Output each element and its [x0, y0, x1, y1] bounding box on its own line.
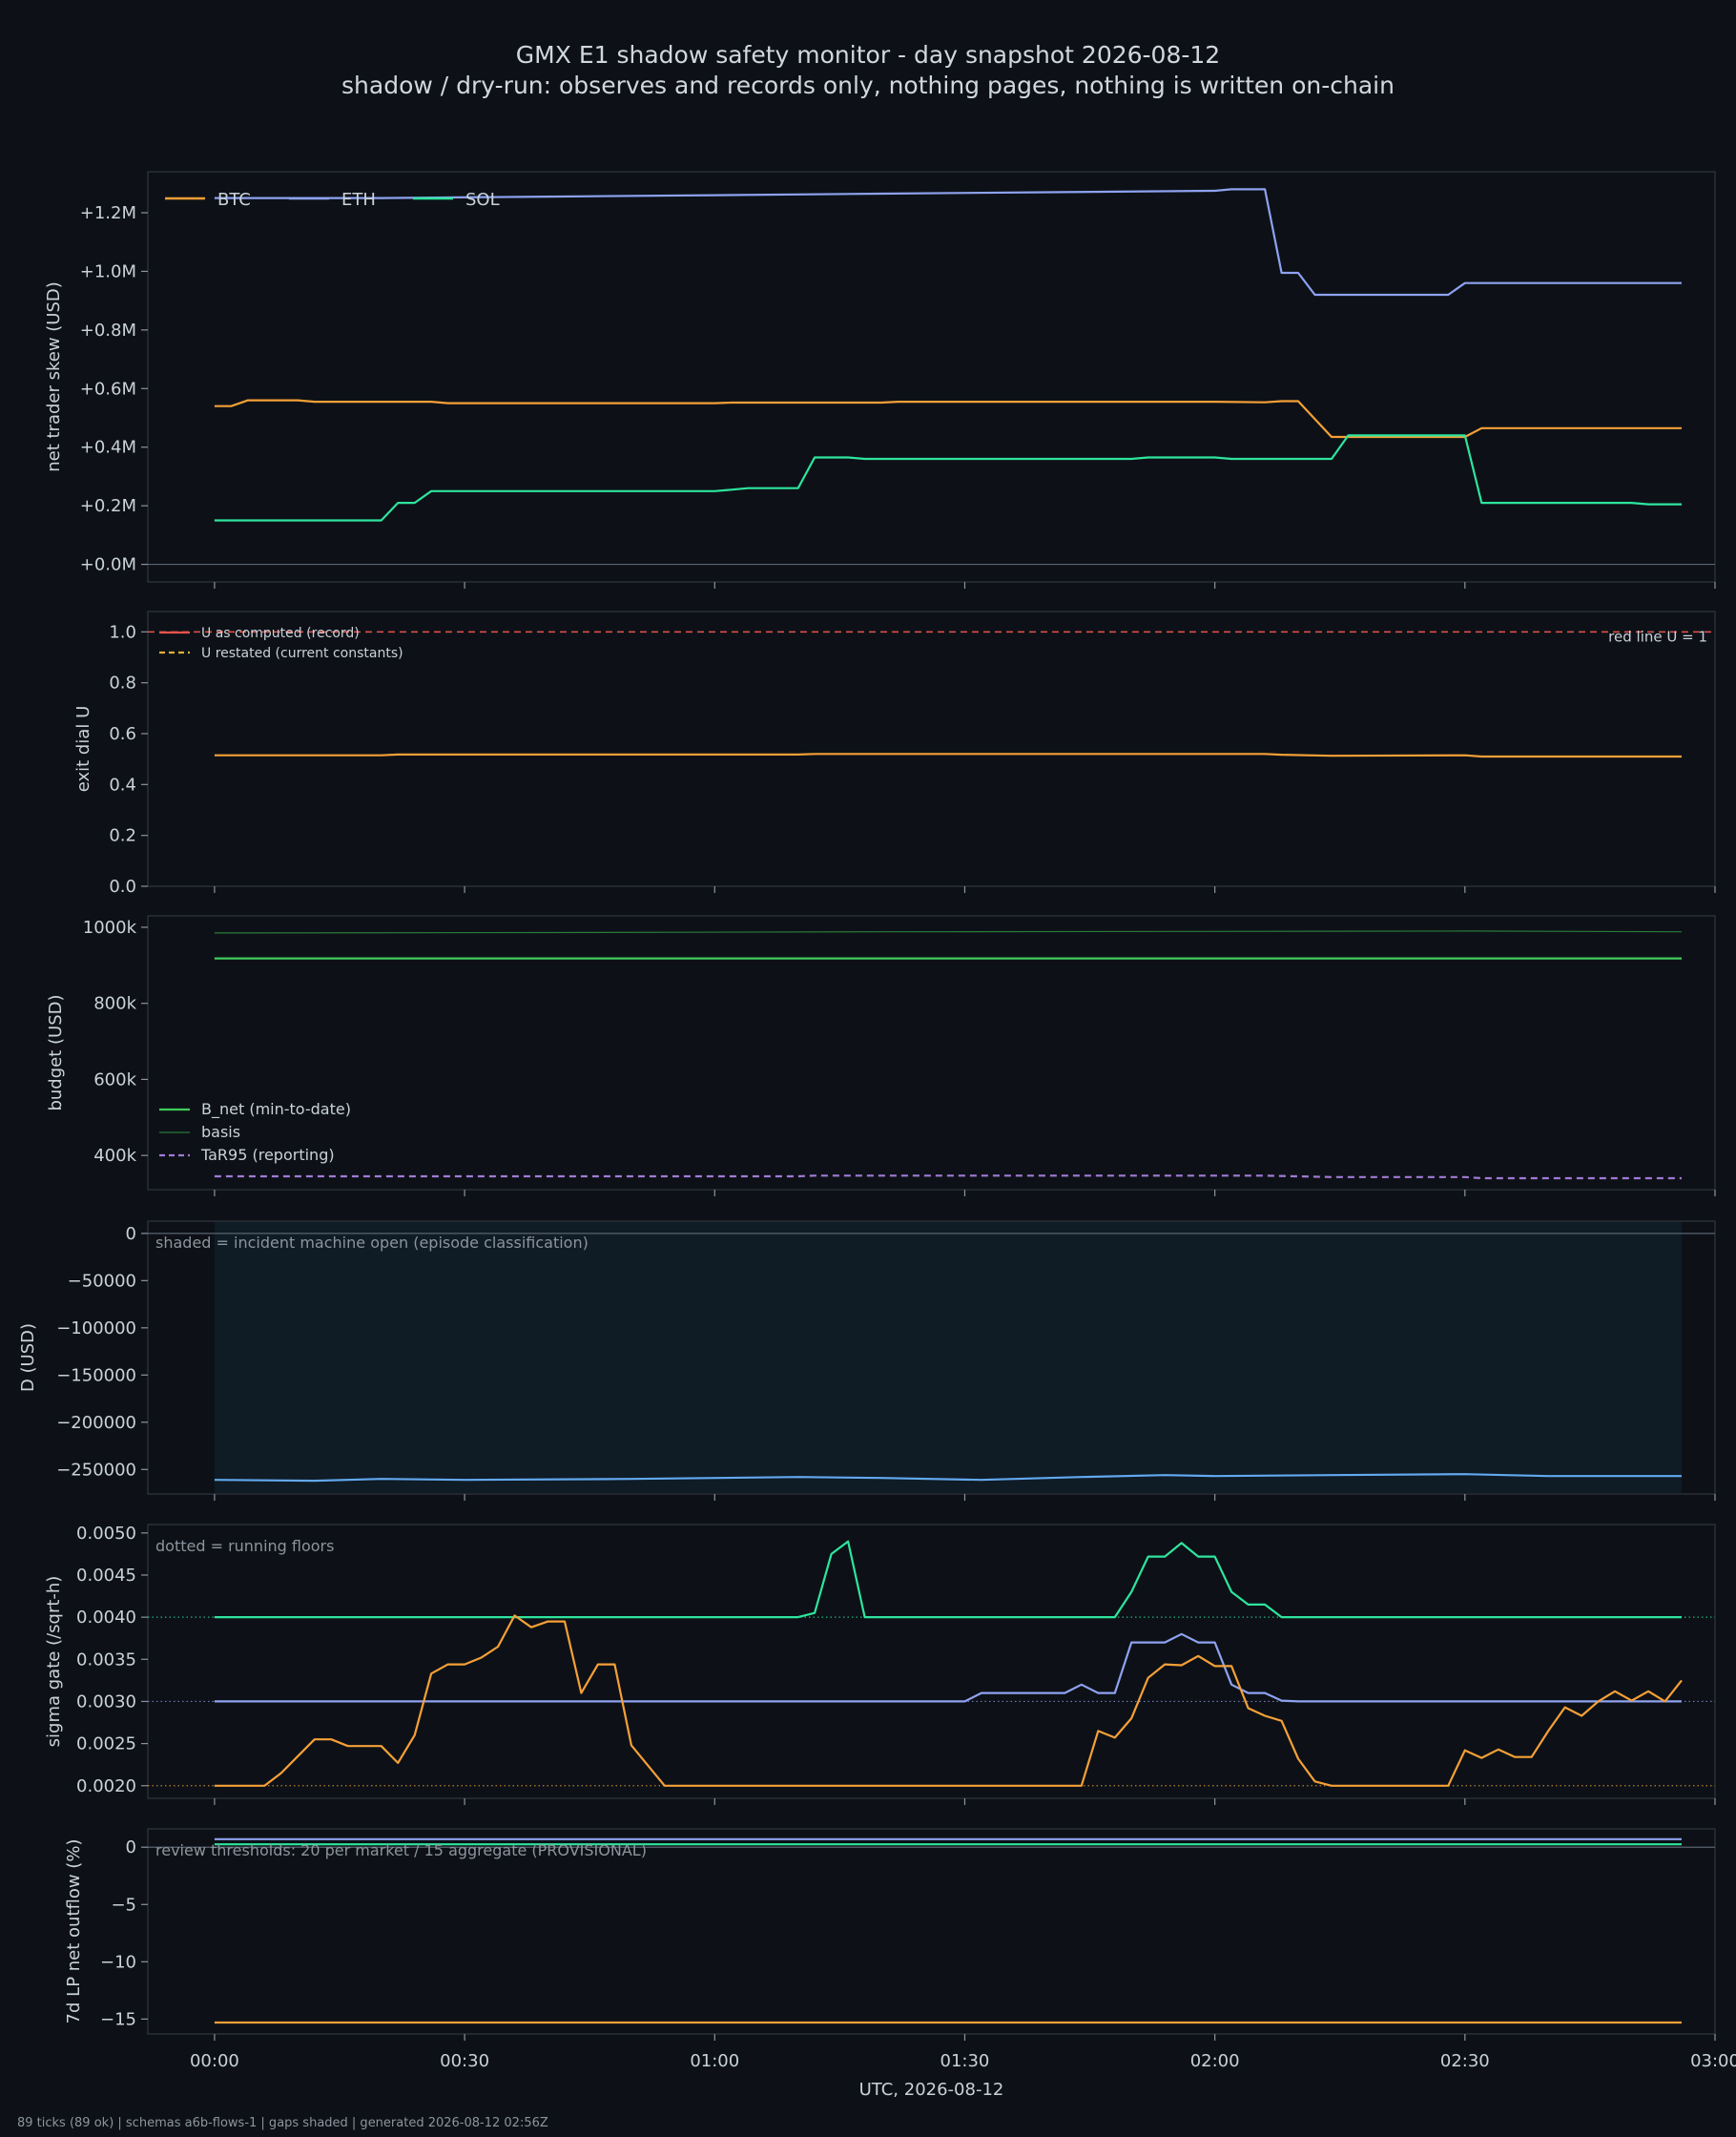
y-axis-label: exit dial U: [73, 706, 93, 793]
y-tick-label: 800k: [93, 994, 136, 1014]
series-sol: [214, 434, 1682, 522]
legend-label: ETH: [341, 190, 376, 210]
y-tick-label: −200000: [56, 1413, 136, 1433]
panel-budget: 400k 600k 800k 1000k budget (USD) B_net (min-…: [46, 915, 1716, 1196]
y-tick-label: +0.0M: [80, 555, 136, 575]
series-sol: [214, 1540, 1682, 1619]
red-line-label: red line U = 1: [1608, 628, 1707, 645]
panel-note: review thresholds: 20 per market / 15 ag…: [155, 1841, 647, 1859]
y-tick-label: −15: [100, 2009, 136, 2029]
y-tick-label: 600k: [93, 1069, 136, 1089]
series-basis: [214, 930, 1683, 934]
series-d: [214, 1473, 1682, 1483]
panel-deficit: 0 −50000 −100000 −150000 −200000 −250000 D (US…: [18, 1220, 1716, 1501]
panel-frame: [147, 1828, 1716, 2035]
y-tick-label: +0.6M: [80, 379, 136, 399]
y-tick-label: 0.2: [109, 826, 136, 846]
panel-note: dotted = running floors: [155, 1537, 334, 1555]
y-tick-label: −5: [111, 1895, 136, 1915]
chart-panels: +0.0M +0.2M +0.4M +0.6M +0.8M +1.0M +1.2M net t…: [18, 171, 1716, 2041]
y-axis-label: 7d LP net outflow (%): [64, 1839, 84, 2024]
legend: U as computed (record) U restated (curren…: [159, 626, 403, 661]
y-tick-label: −100000: [56, 1318, 136, 1338]
y-axis-label: budget (USD): [46, 994, 66, 1110]
y-tick-label: +0.4M: [80, 438, 136, 458]
y-axis-label: net trader skew (USD): [44, 281, 64, 472]
panel-sigma: 0.0020 0.0025 0.0030 0.0035 0.0040 0.0045 0.00…: [44, 1524, 1716, 1805]
legend-label: BTC: [217, 190, 251, 210]
y-tick-label: 0.0030: [76, 1691, 136, 1712]
legend-label: TaR95 (reporting): [200, 1146, 335, 1164]
x-tick-label: 01:00: [690, 2051, 739, 2071]
legend-label: U restated (current constants): [201, 646, 403, 661]
y-tick-label: +1.0M: [80, 261, 136, 281]
incident-shade: [214, 1222, 1683, 1493]
y-tick-label: 0: [126, 1837, 136, 1857]
y-tick-label: −250000: [56, 1460, 136, 1480]
y-tick-label: +1.2M: [80, 203, 136, 223]
legend-label: U as computed (record): [201, 626, 360, 641]
y-tick-label: 0.8: [109, 674, 136, 694]
panel-note: shaded = incident machine open (episode …: [155, 1234, 589, 1252]
series-eth: [214, 1632, 1682, 1703]
panel-exit-dial: 0.0 0.2 0.4 0.6 0.8 1.0 exit dial U red line U …: [73, 611, 1716, 897]
y-tick-label: 1000k: [83, 918, 137, 938]
y-tick-label: −50000: [68, 1271, 136, 1291]
panel-lp-outflow: 0 −5 −10 −15 7d LP net outflow (%) review thr…: [64, 1828, 1716, 2041]
y-axis-label: sigma gate (/sqrt-h): [44, 1576, 64, 1748]
x-tick-label: 02:00: [1190, 2051, 1240, 2071]
x-tick-label: 03:00: [1690, 2051, 1736, 2071]
shared-x-axis: 00:00 00:30 01:00 01:30 02:00 02:30 03:00 UTC, …: [190, 2051, 1736, 2100]
series-eth: [214, 188, 1682, 297]
panel-frame: [147, 611, 1716, 887]
legend-label: B_net (min-to-date): [201, 1100, 351, 1119]
chart-title: GMX E1 shadow safety monitor - day snaps…: [516, 41, 1220, 69]
x-axis-label: UTC, 2026-08-12: [859, 2080, 1004, 2100]
x-tick-label: 00:00: [190, 2051, 239, 2071]
panel-skew: +0.0M +0.2M +0.4M +0.6M +0.8M +1.0M +1.2M net t…: [44, 171, 1716, 589]
legend: BTC ETH SOL: [165, 190, 500, 210]
y-tick-label: 0.0045: [76, 1566, 136, 1586]
y-tick-label: 0.0035: [76, 1649, 136, 1670]
series-u-as-computed-record: [214, 753, 1682, 758]
y-tick-label: 0.0050: [76, 1524, 136, 1544]
legend-label: SOL: [465, 190, 500, 210]
legend: B_net (min-to-date) basis TaR95 (reporting…: [159, 1100, 351, 1164]
series-btc: [214, 1614, 1683, 1787]
panel-frame: [147, 171, 1716, 583]
y-tick-label: −10: [100, 1952, 136, 1972]
panel-frame: [147, 915, 1716, 1191]
y-tick-label: 400k: [93, 1146, 136, 1166]
y-tick-label: 0.4: [109, 775, 136, 795]
x-tick-label: 02:30: [1440, 2051, 1490, 2071]
chart-subtitle: shadow / dry-run: observes and records o…: [341, 72, 1395, 99]
y-tick-label: 1.0: [109, 622, 136, 642]
series-tar95-reporting: [214, 1174, 1682, 1180]
y-tick-label: +0.2M: [80, 496, 136, 516]
y-tick-label: 0.0025: [76, 1734, 136, 1754]
y-tick-label: 0.0: [109, 877, 136, 897]
y-tick-label: 0.0020: [76, 1776, 136, 1796]
y-tick-label: 0.6: [109, 724, 136, 744]
y-tick-label: 0.0040: [76, 1608, 136, 1628]
y-tick-label: −150000: [56, 1365, 136, 1385]
y-axis-label: D (USD): [18, 1323, 38, 1392]
footer-status: 89 ticks (89 ok) | schemas a6b-flows-1 |…: [17, 2116, 548, 2130]
series-btc: [214, 399, 1682, 439]
x-tick-label: 01:30: [940, 2051, 990, 2071]
x-tick-label: 00:30: [440, 2051, 489, 2071]
y-tick-label: 0: [126, 1224, 136, 1244]
legend-label: basis: [201, 1123, 240, 1141]
y-tick-label: +0.8M: [80, 321, 136, 341]
panel-frame: [147, 1524, 1716, 1799]
